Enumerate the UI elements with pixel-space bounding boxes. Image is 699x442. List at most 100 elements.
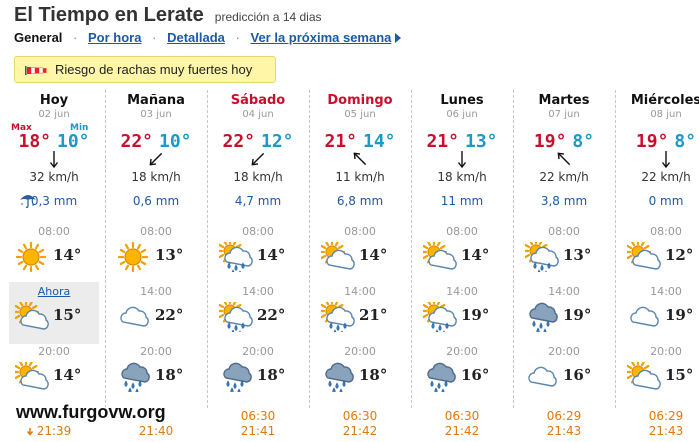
day-column[interactable]: Mañana 03 jun 22° 10° 18 km/h 0,6 mm 08:00 13° 1… [105, 88, 207, 442]
sun-cloud-rain-icon [219, 242, 253, 272]
forecast-slot: 20:00 16° [513, 342, 615, 404]
page-subtitle: predicción a 14 dias [214, 10, 322, 24]
rain-amount: 0,3 mm [30, 194, 78, 208]
rain-amount: 3,8 mm [540, 194, 588, 208]
min-temp: 8° [572, 131, 595, 152]
day-column[interactable]: Sábado 04 jun 22° 12° 18 km/h 4,7 mm 08:00 14° 1… [207, 88, 309, 442]
slot-time: 20:00 [650, 345, 682, 358]
alert-text: Riesgo de rachas muy fuertes hoy [55, 62, 253, 77]
slot-temp: 19° [461, 306, 490, 324]
wind-speed: 22 km/h [641, 170, 691, 184]
slot-temp: 14° [53, 246, 82, 264]
sunrise-time: 06:30 [444, 409, 480, 423]
nav-separator: · [152, 30, 157, 45]
wind-alert-banner[interactable]: Riesgo de rachas muy fuertes hoy [14, 56, 276, 83]
forecast-slot: 08:00 13° [105, 222, 207, 284]
temp-range: 22° 10° [105, 131, 207, 152]
rain-cloud-icon [529, 302, 558, 332]
slot-time: 08:00 [242, 225, 274, 238]
max-temp: 21° [426, 131, 459, 152]
slot-time: 20:00 [548, 345, 580, 358]
max-temp: 22° [120, 131, 153, 152]
forecast-slot: 14:00 21° [309, 282, 411, 344]
wind-speed: 22 km/h [539, 170, 589, 184]
slot-time: 08:00 [344, 225, 376, 238]
rain-amount: 6,8 mm [336, 194, 384, 208]
sunset-time: 21:42 [444, 424, 480, 438]
slot-temp: 15° [665, 366, 694, 384]
forecast-grid: Hoy 02 jun Max Min 18° 10° 32 km/h 0,3 mm 08:00 1… [0, 88, 699, 442]
slot-temp: 18° [257, 366, 286, 384]
day-name: Hoy [39, 93, 69, 108]
partly-cloudy-icon [15, 362, 49, 390]
wind-direction-icon [457, 151, 467, 169]
temp-range: 19° 8° [513, 131, 615, 152]
now-link[interactable]: Ahora [37, 285, 71, 298]
sunrise-time: 06:29 [648, 409, 684, 423]
day-date: 03 jun [140, 109, 172, 120]
tab-por-hora[interactable]: Por hora [88, 30, 142, 45]
windsock-icon [25, 66, 47, 75]
forecast-slot: 08:00 14° [207, 222, 309, 284]
wind-direction-icon [557, 152, 571, 166]
current-conditions[interactable]: Ahora 15° [9, 282, 99, 344]
tab-detallada[interactable]: Detallada [167, 30, 225, 45]
rain-amount: 0,6 mm [132, 194, 180, 208]
day-column[interactable]: Lunes 06 jun 21° 13° 18 km/h 11 mm 08:00 14° 14:… [411, 88, 513, 442]
slot-temp: 14° [461, 246, 490, 264]
nav-separator: · [73, 30, 78, 45]
day-name: Lunes [440, 93, 484, 108]
slot-temp: 18° [155, 366, 184, 384]
rain-amount: 4,7 mm [234, 194, 282, 208]
slot-temp: 16° [461, 366, 490, 384]
day-column[interactable]: Miércoles 08 jun 19° 8° 22 km/h 0 mm 08:00 12° 1… [615, 88, 699, 442]
min-temp: 13° [465, 131, 498, 152]
forecast-slot: 14:00 19° [513, 282, 615, 344]
wind-speed: 32 km/h [29, 170, 79, 184]
slot-temp: 22° [155, 306, 184, 324]
temp-range: 21° 13° [411, 131, 513, 152]
sunset-time: 21:42 [342, 424, 378, 438]
slot-time: 14:00 [242, 285, 274, 298]
slot-time: 08:00 [446, 225, 478, 238]
slot-time: 14:00 [140, 285, 172, 298]
tab-general[interactable]: General [14, 30, 63, 45]
sunset-time: 21:39 [36, 424, 72, 438]
forecast-slot: 14:00 19° [411, 282, 513, 344]
slot-temp: 13° [563, 246, 592, 264]
slot-temp: 14° [359, 246, 388, 264]
rain-cloud-icon [427, 362, 456, 392]
slot-temp: 14° [257, 246, 286, 264]
sunset-icon [26, 428, 34, 436]
day-date: 04 jun [242, 109, 274, 120]
forecast-slot: 14:00 19° [615, 282, 699, 344]
day-column[interactable]: Hoy 02 jun Max Min 18° 10° 32 km/h 0,3 mm 08:00 1… [3, 88, 105, 442]
column-divider [207, 90, 208, 408]
slot-temp: 18° [359, 366, 388, 384]
sun-icon [117, 242, 149, 272]
slot-time: 14:00 [344, 285, 376, 298]
slot-time: 20:00 [446, 345, 478, 358]
rain-cloud-icon [121, 362, 150, 392]
next-week-link[interactable]: Ver la próxima semana [250, 30, 392, 45]
day-column[interactable]: Domingo 05 jun 21° 14° 11 km/h 6,8 mm 08:00 14°… [309, 88, 411, 442]
wind-speed: 18 km/h [233, 170, 283, 184]
page-header: El Tiempo en Lerate predicción a 14 dias [14, 4, 694, 30]
min-temp: 14° [363, 131, 396, 152]
day-column[interactable]: Martes 07 jun 19° 8° 22 km/h 3,8 mm 08:00 13° 14… [513, 88, 615, 442]
forecast-slot: 14:00 22° [105, 282, 207, 344]
sun-cloud-rain-icon [423, 302, 457, 332]
wind-direction-icon [353, 152, 367, 166]
sun-icon [15, 242, 47, 272]
day-name: Domingo [327, 93, 393, 108]
min-temp: 10° [57, 131, 90, 152]
chevron-right-icon[interactable] [395, 33, 402, 43]
min-temp: 8° [674, 131, 697, 152]
nav-separator: · [235, 30, 240, 45]
partly-cloudy-icon [15, 302, 49, 330]
day-date: 02 jun [38, 109, 70, 120]
temp-range: 18° 10° [3, 131, 105, 152]
sunset-time: 21:41 [240, 424, 276, 438]
slot-time: 08:00 [548, 225, 580, 238]
rain-amount: 11 mm [440, 194, 484, 208]
